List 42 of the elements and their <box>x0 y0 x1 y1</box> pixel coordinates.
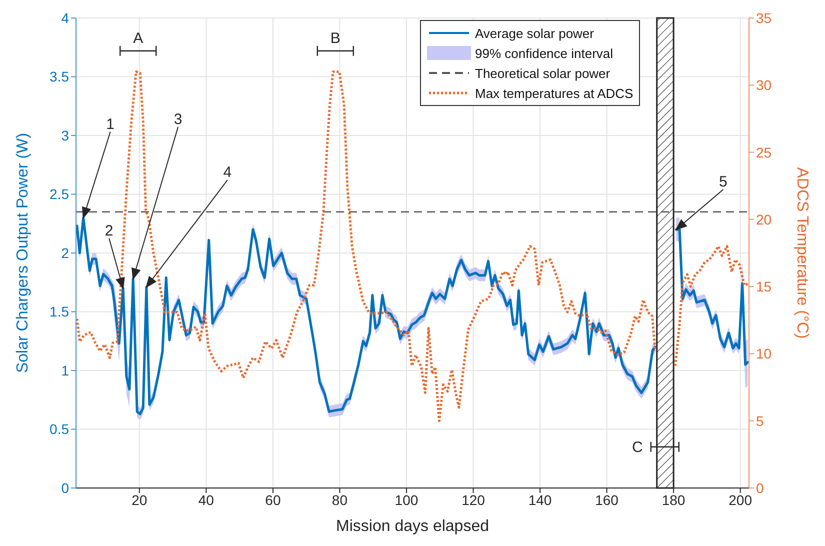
annotation: 2 <box>104 222 114 240</box>
y-tick-label: 0 <box>61 480 70 496</box>
y2-tick-label: 10 <box>756 346 772 362</box>
annotation: 1 <box>106 116 115 133</box>
legend-label: Average solar power <box>475 26 594 40</box>
legend-label: Theoretical solar power <box>475 66 610 80</box>
legend-label: 99% confidence interval <box>475 46 614 60</box>
annotation: 4 <box>223 164 232 182</box>
x-tick-label: 20 <box>132 492 148 508</box>
y2-tick-label: 15 <box>756 278 772 295</box>
annotation: 5 <box>719 174 728 190</box>
x-axis-title: Mission days elapsed <box>336 518 489 535</box>
x-tick-label: 120 <box>462 492 486 508</box>
y-tick-label: 2 <box>61 244 70 261</box>
y2-tick-label: 30 <box>756 77 772 94</box>
y2-tick-label: 25 <box>756 144 772 160</box>
y-tick-label: 3.5 <box>50 68 70 85</box>
y2-tick-label: 0 <box>756 480 764 496</box>
x-tick-label: 80 <box>332 492 348 508</box>
y2-axis-title: ADCS Temperature (°C) <box>793 167 810 339</box>
y-tick-label: 4 <box>61 10 70 26</box>
y2-tick-label: 5 <box>756 412 764 429</box>
x-tick-label: 160 <box>595 492 619 508</box>
x-tick-label: 100 <box>394 492 418 508</box>
x-tick-label: 200 <box>728 492 752 508</box>
annotation: 3 <box>174 110 182 128</box>
x-tick-label: 40 <box>198 492 214 508</box>
y2-tick-label: 20 <box>756 211 772 228</box>
y-tick-label: 1.5 <box>50 304 70 320</box>
x-tick-label: 140 <box>528 492 552 508</box>
y-tick-label: 3 <box>61 127 70 144</box>
y-tick-label: 2.5 <box>50 186 70 202</box>
y-tick-label: 1 <box>61 362 70 378</box>
annotation: C <box>632 438 644 456</box>
y2-tick-label: 35 <box>756 10 772 26</box>
annotation: B <box>330 30 340 47</box>
legend-label: Max temperatures at ADCS <box>475 86 634 100</box>
y-axis-title: Solar Chargers Output Power (W) <box>14 132 32 374</box>
x-tick-label: 60 <box>265 492 281 508</box>
x-tick-label: 180 <box>662 492 686 508</box>
annotation: A <box>133 30 144 47</box>
y-tick-label: 0.5 <box>50 421 70 438</box>
